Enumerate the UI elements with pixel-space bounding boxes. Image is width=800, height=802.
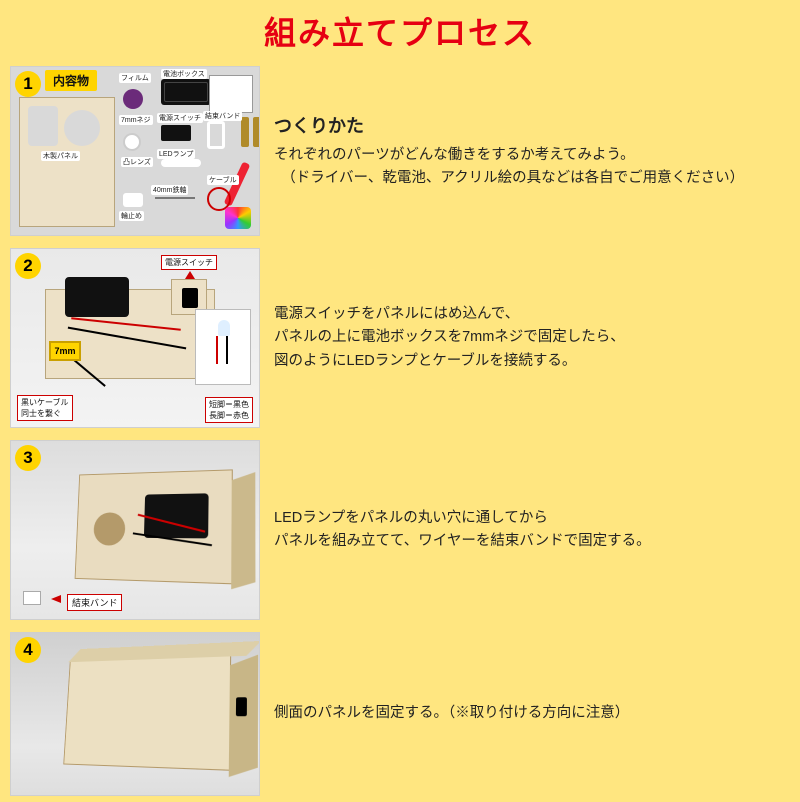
stopper-icon xyxy=(123,193,143,207)
paint-icon xyxy=(225,207,251,229)
label-band: 結束バンド xyxy=(203,111,242,121)
step-1-description: つくりかた それぞれのパーツがどんな働きをするか考えてみよう。 （ドライバー、乾… xyxy=(274,112,786,190)
step-3-description: LEDランプをパネルの丸い穴に通してから パネルを組み立てて、ワイヤーを結束バン… xyxy=(274,507,786,553)
step-4: 4 側面のパネルを固定する。（※取り付ける方向に注意） xyxy=(0,626,800,802)
open-box-icon xyxy=(75,469,233,584)
power-switch-icon xyxy=(161,125,191,141)
label-led: LEDランプ xyxy=(157,149,195,159)
step-1-thumbnail: 1 内容物 木製パネル フィルム 電池ボックス 7mmネジ 電源スイッチ 結束バ… xyxy=(10,66,260,236)
step-1: 1 内容物 木製パネル フィルム 電池ボックス 7mmネジ 電源スイッチ 結束バ… xyxy=(0,60,800,242)
callout-switch: 電源スイッチ xyxy=(161,255,217,270)
lens-icon xyxy=(123,133,141,151)
top-notch-icon xyxy=(133,647,158,658)
battery-box-icon xyxy=(65,277,129,317)
step-4-thumbnail: 4 xyxy=(10,632,260,796)
battery-box-icon xyxy=(144,493,209,538)
screw-7mm-callout: 7mm xyxy=(49,341,81,361)
led-wiring-inset xyxy=(195,309,251,385)
label-panel: 木製パネル xyxy=(41,151,80,161)
led-red-leg-icon xyxy=(216,336,218,364)
led-lamp-icon xyxy=(161,159,201,167)
arrow-icon xyxy=(51,595,61,603)
step-badge: 2 xyxy=(15,253,41,279)
label-cable: ケーブル xyxy=(207,175,239,185)
cable-tie-icon xyxy=(207,121,225,149)
closed-box-icon xyxy=(63,655,231,770)
led-black-leg-icon xyxy=(226,336,228,364)
label-lens: 凸レンズ xyxy=(121,157,153,167)
step-badge: 4 xyxy=(15,637,41,663)
iron-shaft-icon xyxy=(155,197,195,199)
step-2-thumbnail: 2 7mm 電源スイッチ 黒いケーブル 同士を繋ぐ 短脚＝黒色 長脚＝赤色 xyxy=(10,248,260,428)
led-bulb-icon xyxy=(218,320,230,336)
arrow-icon xyxy=(185,271,195,279)
step-1-body: それぞれのパーツがどんな働きをするか考えてみよう。 （ドライバー、乾電池、アクリ… xyxy=(274,144,786,190)
side-switch-hole-icon xyxy=(236,697,247,716)
step-2-body: 電源スイッチをパネルにはめ込んで、 パネルの上に電池ボックスを7mmネジで固定し… xyxy=(274,303,786,373)
callout-band: 結束バンド xyxy=(67,594,122,611)
label-switch: 電源スイッチ xyxy=(157,113,203,123)
film-icon xyxy=(123,89,143,109)
step-4-description: 側面のパネルを固定する。（※取り付ける方向に注意） xyxy=(274,702,786,725)
page-title: 組み立てプロセス xyxy=(0,0,800,60)
label-battery: 電池ボックス xyxy=(161,69,207,79)
step-badge: 1 xyxy=(15,71,41,97)
label-shaft: 40mm鉄軸 xyxy=(151,185,188,195)
round-hole-icon xyxy=(93,512,126,545)
step-2: 2 7mm 電源スイッチ 黒いケーブル 同士を繋ぐ 短脚＝黒色 長脚＝赤色 電源… xyxy=(0,242,800,434)
callout-led-legs: 短脚＝黒色 長脚＝赤色 xyxy=(205,397,253,423)
label-film: フィルム xyxy=(119,73,151,83)
step-3-thumbnail: 3 結束バンド xyxy=(10,440,260,620)
page: 組み立てプロセス 1 内容物 木製パネル フィルム 電池ボックス 7mmネジ 電… xyxy=(0,0,800,800)
connector-icon xyxy=(23,591,41,605)
step-2-description: 電源スイッチをパネルにはめ込んで、 パネルの上に電池ボックスを7mmネジで固定し… xyxy=(274,303,786,373)
step-3-body: LEDランプをパネルの丸い穴に通してから パネルを組み立てて、ワイヤーを結束バン… xyxy=(274,507,786,553)
battery-box-icon xyxy=(161,79,211,105)
callout-black-wire: 黒いケーブル 同士を繋ぐ xyxy=(17,395,73,421)
step-3: 3 結束バンド LEDランプをパネルの丸い穴に通してから パネルを組み立てて、ワ… xyxy=(0,434,800,626)
step-badge: 3 xyxy=(15,445,41,471)
step-4-body: 側面のパネルを固定する。（※取り付ける方向に注意） xyxy=(274,702,786,725)
label-stopper: 輪止め xyxy=(119,211,144,221)
step-1-heading: つくりかた xyxy=(274,112,786,138)
aa-batteries-icon xyxy=(241,117,249,147)
label-screw: 7mmネジ xyxy=(119,115,153,125)
kit-contents-header: 内容物 xyxy=(45,70,97,91)
prepare-list-box xyxy=(209,75,253,113)
wooden-panel-icon xyxy=(19,97,115,227)
